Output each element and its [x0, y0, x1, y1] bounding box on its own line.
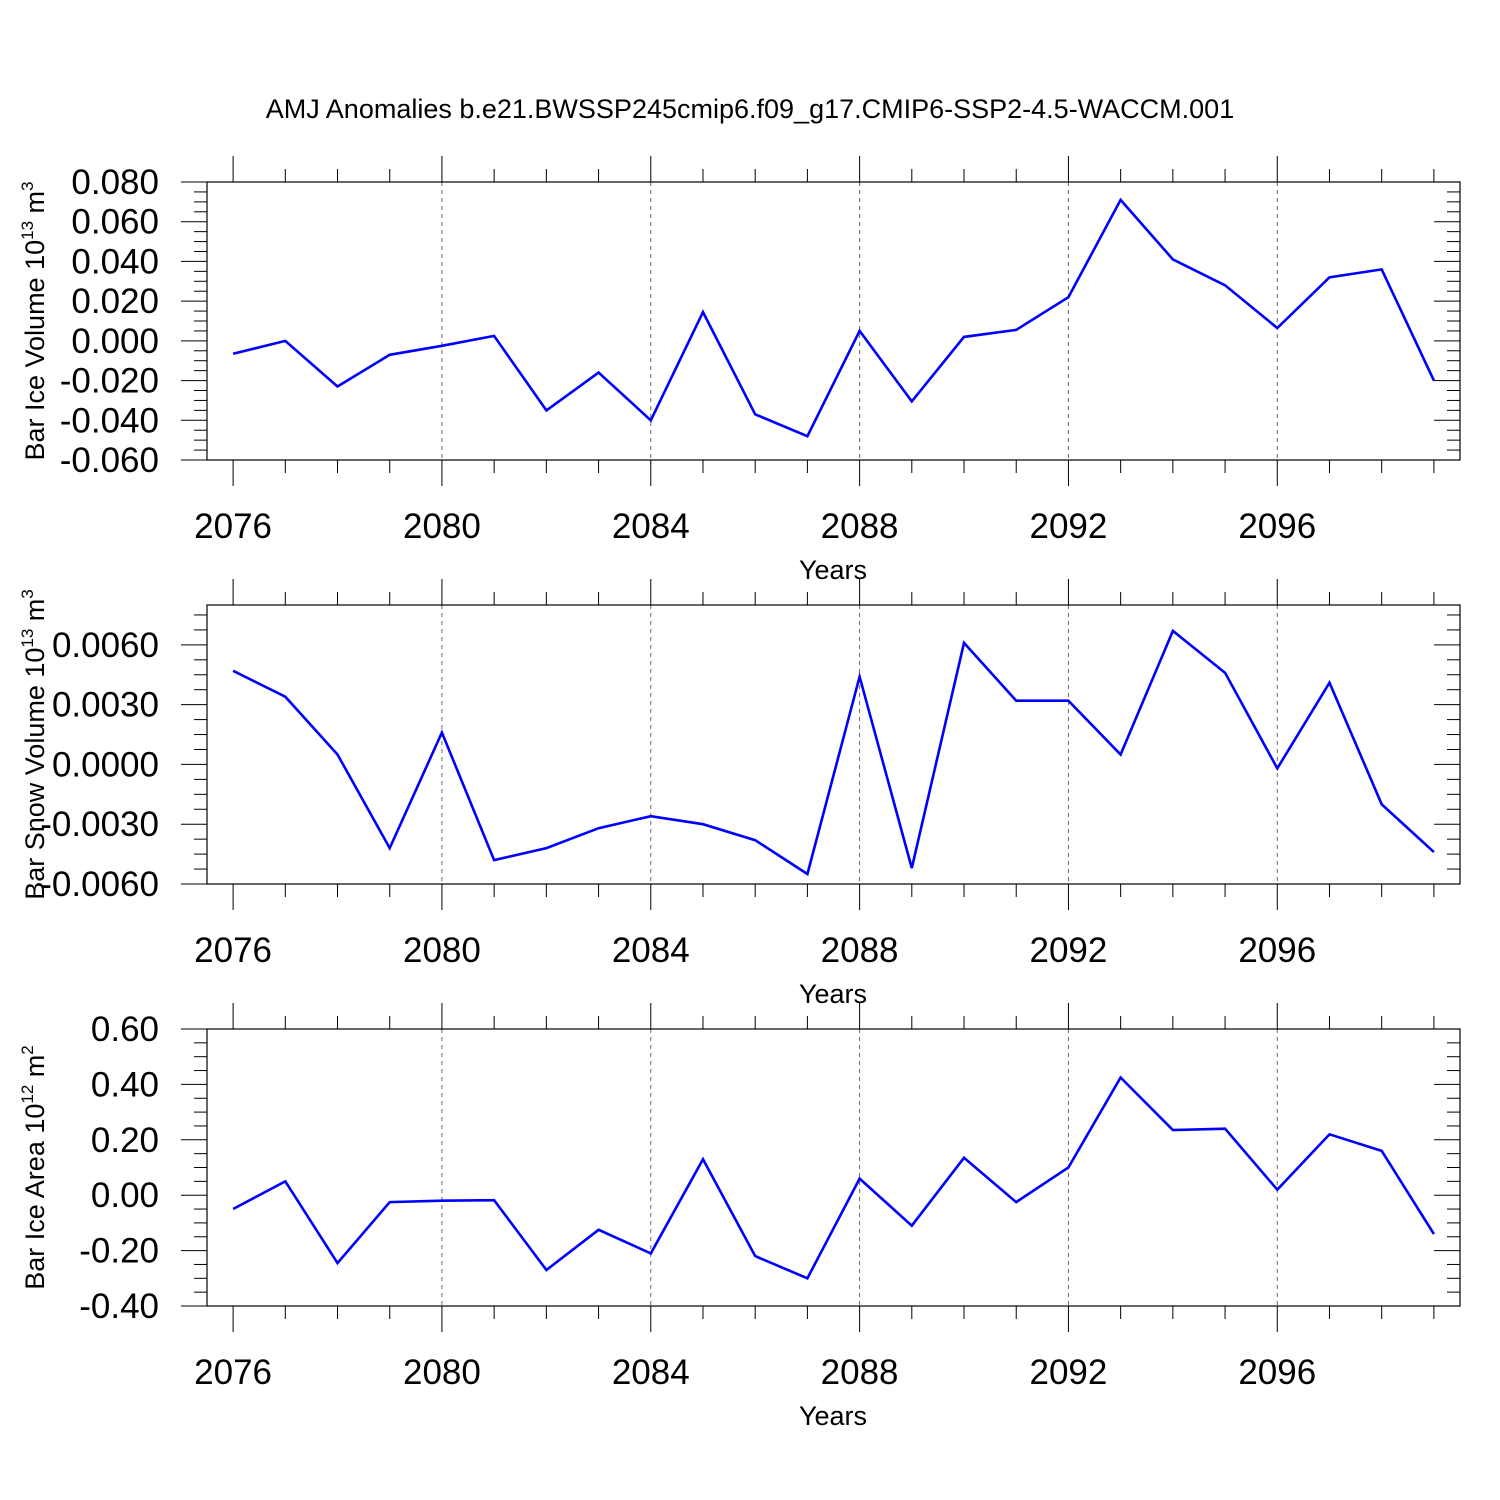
main-title: AMJ Anomalies b.e21.BWSSP245cmip6.f09_g1… [266, 94, 1234, 124]
y-tick-label: -0.040 [60, 401, 159, 440]
y-tick-label: 0.0030 [52, 686, 159, 725]
x-tick-label: 2084 [612, 507, 690, 546]
x-tick-label: 2092 [1030, 1353, 1108, 1392]
y-tick-label: -0.020 [60, 362, 159, 401]
x-axis-label: Years [799, 979, 867, 1009]
y-tick-label: 0.00 [91, 1176, 159, 1215]
x-tick-label: 2088 [821, 1353, 899, 1392]
x-tick-label: 2080 [403, 1353, 481, 1392]
panel-1: -0.060-0.040-0.0200.0000.0200.0400.0600.… [18, 156, 1461, 585]
x-tick-label: 2084 [612, 931, 690, 970]
panel-2: -0.0060 -0.0030 0.0000 0.0030 0.0060 2076 2080… [18, 579, 1461, 1009]
x-tick-label: 2092 [1030, 507, 1108, 546]
panels: -0.060-0.040-0.0200.0000.0200.0400.0600.… [18, 156, 1461, 1431]
x-tick-label: 2088 [821, 507, 899, 546]
x-axis-label: Years [799, 555, 867, 585]
y-tick-label: 0.60 [91, 1010, 159, 1049]
y-tick-label: 0.0060 [52, 626, 159, 665]
y-tick-label: -0.20 [79, 1232, 159, 1271]
y-tick-label: 0.40 [91, 1065, 159, 1104]
y-axis-label: Bar Ice Area 1012 m2 [18, 1045, 50, 1290]
x-tick-label: 2080 [403, 507, 481, 546]
y-tick-label: 0.020 [71, 282, 159, 321]
x-tick-label: 2092 [1030, 931, 1108, 970]
x-tick-label: 2084 [612, 1353, 690, 1392]
x-tick-label: 2076 [194, 507, 272, 546]
y-tick-label: 0.0000 [52, 745, 159, 784]
y-tick-label: -0.060 [60, 441, 159, 480]
x-tick-label: 2076 [194, 931, 272, 970]
panel-3: -0.40 -0.20 0.00 0.20 0.40 0.60 2076 2080 2084 20… [18, 1003, 1461, 1431]
x-tick-label: 2088 [821, 931, 899, 970]
x-tick-label: 2096 [1238, 507, 1316, 546]
x-tick-label: 2076 [194, 1353, 272, 1392]
x-tick-label: 2096 [1238, 1353, 1316, 1392]
y-tick-label: -0.0030 [40, 805, 159, 844]
series-line [232, 628, 1435, 877]
y-tick-label: 0.040 [71, 242, 159, 281]
y-tick-label: 0.20 [91, 1121, 159, 1160]
plot-frame [206, 181, 1461, 461]
plot-frame [206, 604, 1461, 885]
y-tick-label: 0.080 [71, 163, 159, 202]
plot-frame [206, 1028, 1461, 1307]
x-axis-label: Years [799, 1401, 867, 1431]
y-tick-label: 0.000 [71, 322, 159, 361]
series-line [232, 1075, 1436, 1280]
series-line [232, 197, 1436, 438]
y-tick-label: -0.40 [79, 1287, 159, 1326]
y-tick-label: 0.060 [71, 203, 159, 242]
y-axis-label: Bar Ice Volume 1013 m3 [18, 181, 50, 460]
x-tick-label: 2080 [403, 931, 481, 970]
x-tick-label: 2096 [1238, 931, 1316, 970]
y-tick-label: -0.0060 [40, 865, 159, 904]
y-axis-label: Bar Snow Volume 1013 m3 [18, 589, 50, 900]
